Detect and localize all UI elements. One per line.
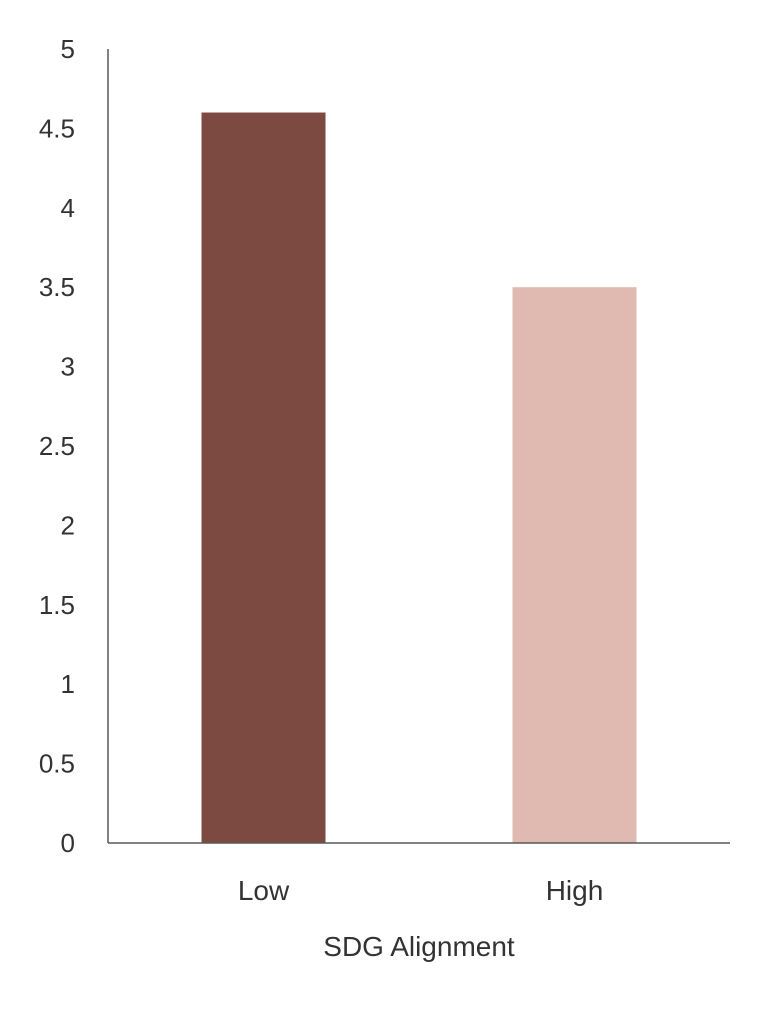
y-tick-label: 0 [61, 828, 75, 858]
y-tick-label: 5 [61, 34, 75, 64]
x-axis-title: SDG Alignment [323, 931, 515, 962]
y-tick-label: 1.5 [39, 590, 75, 620]
x-category-label: High [546, 875, 604, 906]
y-tick-label: 2.5 [39, 431, 75, 461]
bar-high [512, 287, 637, 843]
y-tick-label: 0.5 [39, 749, 75, 779]
y-tick-labels: 0 0.5 1 1.5 2 2.5 3 3.5 4 4.5 5 [39, 34, 75, 858]
x-category-label: Low [238, 875, 290, 906]
y-tick-label: 3.5 [39, 272, 75, 302]
y-tick-label: 2 [61, 510, 75, 540]
bars [201, 112, 637, 843]
y-tick-label: 4.5 [39, 113, 75, 143]
bar-low [201, 112, 326, 843]
y-tick-label: 4 [61, 193, 75, 223]
y-tick-label: 1 [61, 669, 75, 699]
y-tick-label: 3 [61, 352, 75, 382]
x-category-labels: Low High [238, 875, 603, 906]
